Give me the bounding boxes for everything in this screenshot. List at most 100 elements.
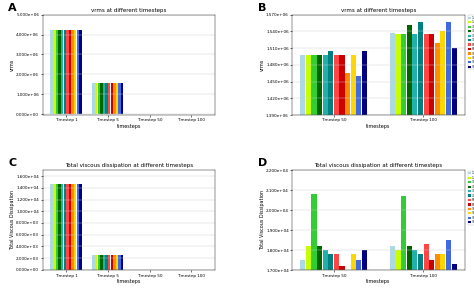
X-axis label: timesteps: timesteps bbox=[366, 124, 391, 129]
Bar bbox=[103, 83, 105, 114]
Y-axis label: vrms: vrms bbox=[260, 59, 264, 71]
Bar bbox=[401, 196, 406, 294]
Y-axis label: Total Viscous Dissipation: Total Viscous Dissipation bbox=[260, 190, 264, 250]
Bar bbox=[118, 83, 121, 114]
Bar bbox=[429, 34, 434, 294]
Bar bbox=[58, 30, 61, 114]
Bar bbox=[103, 255, 105, 270]
Bar bbox=[423, 34, 428, 294]
Bar bbox=[72, 184, 74, 270]
Bar bbox=[311, 194, 317, 294]
Bar bbox=[306, 246, 311, 294]
Bar bbox=[328, 254, 333, 294]
Y-axis label: Total Viscous Dissipation: Total Viscous Dissipation bbox=[10, 190, 15, 250]
Bar bbox=[105, 83, 108, 114]
X-axis label: timesteps: timesteps bbox=[117, 124, 141, 129]
Bar bbox=[56, 30, 58, 114]
Bar bbox=[74, 184, 76, 270]
Legend: 1.5e4-E5, 1.5e4-E7, 30e4-E4, 30e4-E5, 30e4-E6, 30e4-E7, 60e4-E5, 60e4-E7, 90e4-E: 1.5e4-E5, 1.5e4-E7, 30e4-E4, 30e4-E5, 30… bbox=[468, 15, 474, 69]
Bar bbox=[61, 30, 64, 114]
Bar bbox=[356, 76, 361, 294]
Bar bbox=[435, 43, 440, 294]
Bar bbox=[401, 34, 406, 294]
X-axis label: timesteps: timesteps bbox=[117, 279, 141, 284]
Bar bbox=[418, 22, 423, 294]
Bar bbox=[423, 244, 428, 294]
Bar bbox=[362, 250, 367, 294]
Bar bbox=[98, 255, 100, 270]
Bar bbox=[64, 30, 66, 114]
Bar bbox=[108, 255, 110, 270]
Bar bbox=[412, 34, 418, 294]
Bar bbox=[328, 51, 333, 294]
Bar bbox=[452, 265, 456, 294]
Bar bbox=[95, 255, 97, 270]
Bar bbox=[92, 83, 95, 114]
Bar bbox=[77, 184, 79, 270]
Bar bbox=[53, 184, 55, 270]
Bar bbox=[300, 55, 305, 294]
Bar bbox=[51, 30, 53, 114]
Bar bbox=[121, 255, 123, 270]
Bar bbox=[339, 266, 345, 294]
Bar bbox=[446, 22, 451, 294]
Text: B: B bbox=[258, 3, 266, 13]
Bar bbox=[440, 31, 446, 294]
Bar bbox=[345, 73, 350, 294]
Bar bbox=[334, 55, 339, 294]
Bar bbox=[69, 184, 71, 270]
Legend: 1.5e4-E5, 1.5e4-E7, 30e4-E4, 30e4-E5, 30e4-E6, 30e4-E7, 60e4-E5, 60e4-E7, 90e4-E: 1.5e4-E5, 1.5e4-E7, 30e4-E4, 30e4-E5, 30… bbox=[468, 171, 474, 225]
Bar bbox=[98, 83, 100, 114]
Bar bbox=[53, 30, 55, 114]
Bar bbox=[395, 34, 401, 294]
Bar bbox=[317, 246, 322, 294]
Bar bbox=[390, 33, 395, 294]
Bar bbox=[61, 184, 64, 270]
Bar bbox=[105, 255, 108, 270]
Bar bbox=[69, 30, 71, 114]
Bar bbox=[418, 254, 423, 294]
Bar bbox=[317, 55, 322, 294]
Bar bbox=[311, 55, 317, 294]
Bar bbox=[116, 83, 118, 114]
Bar bbox=[407, 246, 412, 294]
Bar bbox=[79, 184, 82, 270]
Bar bbox=[108, 83, 110, 114]
Bar bbox=[300, 260, 305, 294]
Bar bbox=[66, 184, 69, 270]
Bar bbox=[339, 55, 345, 294]
Text: C: C bbox=[8, 158, 16, 168]
Bar bbox=[100, 255, 102, 270]
Bar bbox=[110, 83, 113, 114]
Bar bbox=[66, 30, 69, 114]
Bar bbox=[64, 184, 66, 270]
Title: vrms at different timesteps: vrms at different timesteps bbox=[91, 8, 166, 13]
Text: D: D bbox=[258, 158, 267, 168]
Bar bbox=[74, 30, 76, 114]
Bar bbox=[446, 240, 451, 294]
Bar bbox=[100, 83, 102, 114]
Bar bbox=[452, 48, 456, 294]
Bar bbox=[56, 184, 58, 270]
Bar bbox=[395, 250, 401, 294]
Bar bbox=[334, 254, 339, 294]
Bar bbox=[440, 254, 446, 294]
Bar bbox=[77, 30, 79, 114]
Bar bbox=[362, 51, 367, 294]
Bar bbox=[407, 25, 412, 294]
Bar bbox=[116, 255, 118, 270]
Bar bbox=[412, 250, 418, 294]
Title: Total viscous dissipation at different timesteps: Total viscous dissipation at different t… bbox=[314, 163, 443, 168]
Bar bbox=[323, 250, 328, 294]
Bar bbox=[306, 55, 311, 294]
Y-axis label: vrms: vrms bbox=[10, 59, 15, 71]
Bar bbox=[121, 83, 123, 114]
Bar bbox=[429, 260, 434, 294]
X-axis label: timesteps: timesteps bbox=[366, 279, 391, 284]
Bar bbox=[390, 246, 395, 294]
Bar bbox=[72, 30, 74, 114]
Bar bbox=[113, 255, 116, 270]
Bar bbox=[79, 30, 82, 114]
Bar bbox=[345, 275, 350, 294]
Bar bbox=[351, 55, 356, 294]
